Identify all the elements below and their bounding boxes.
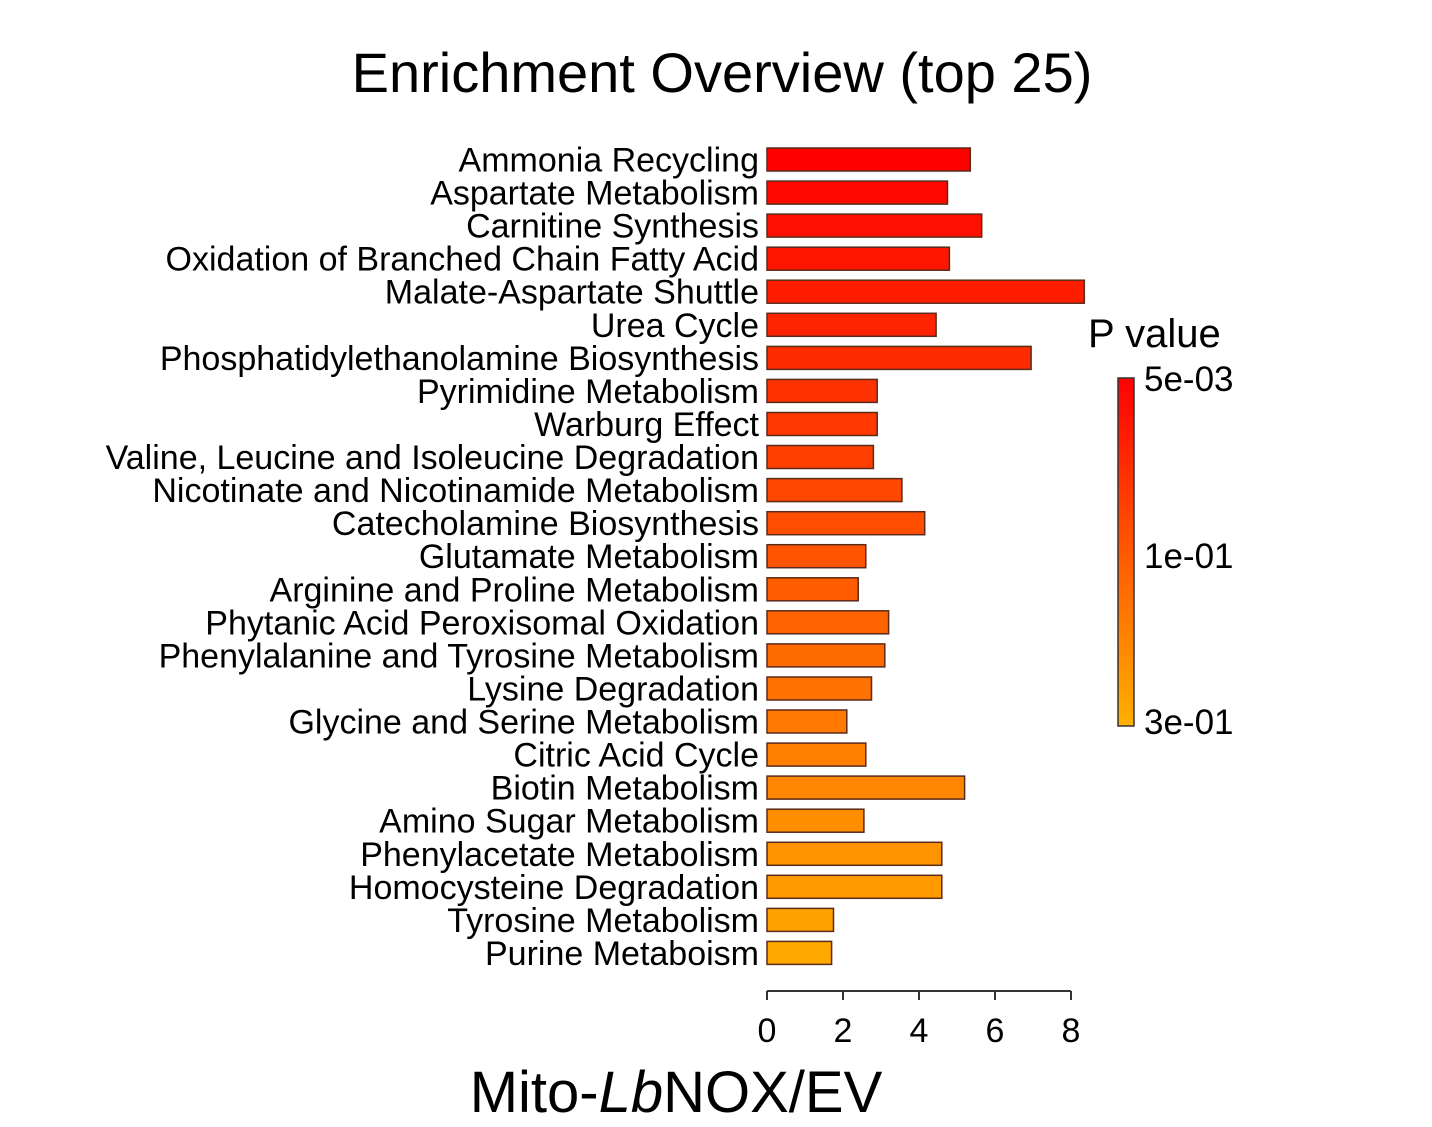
- category-label-8: Pyrimidine Metabolism: [417, 373, 759, 411]
- bar-13: [766, 543, 867, 569]
- bar-24: [766, 907, 835, 933]
- x-tick-label-1: 2: [834, 1012, 853, 1050]
- bar-3: [766, 213, 983, 238]
- category-label-4: Oxidation of Branched Chain Fatty Acid: [166, 241, 759, 279]
- bar-2: [766, 180, 949, 205]
- chart-title: Enrichment Overview (top 25): [352, 41, 1093, 104]
- p-value-legend: P value 5e-03 1e-01 3e-01: [1088, 312, 1234, 742]
- bar-18: [766, 709, 848, 734]
- category-label-9: Warburg Effect: [534, 406, 759, 444]
- bar-16: [766, 643, 886, 668]
- category-label-18: Glycine and Serine Metabolism: [288, 704, 759, 742]
- category-label-6: Urea Cycle: [591, 307, 759, 345]
- category-label-2: Aspartate Metabolism: [430, 175, 759, 213]
- bar-19: [766, 742, 867, 767]
- bar-10: [766, 444, 875, 470]
- bar-7: [766, 345, 1032, 371]
- bar-25: [766, 940, 833, 966]
- category-label-10: Valine, Leucine and Isoleucine Degradati…: [106, 439, 759, 477]
- category-label-3: Carnitine Synthesis: [466, 208, 759, 246]
- legend-tick-label-1: 1e-01: [1144, 537, 1234, 576]
- category-label-14: Arginine and Proline Metabolism: [270, 571, 759, 609]
- x-axis-label: Mito-LbNOX/EV: [470, 1060, 883, 1125]
- bar-15: [766, 610, 890, 635]
- bars-group: [766, 147, 1086, 966]
- x-axis-label-italic: Lb: [599, 1060, 664, 1125]
- x-tick-label-0: 0: [758, 1012, 777, 1050]
- category-label-25: Purine Metaboism: [485, 935, 759, 973]
- x-axis-label-prefix: Mito-: [470, 1060, 599, 1125]
- category-label-16: Phenylalanine and Tyrosine Metabolism: [159, 637, 759, 675]
- category-label-11: Nicotinate and Nicotinamide Metabolism: [152, 472, 759, 510]
- legend-tick-label-0: 5e-03: [1144, 360, 1234, 399]
- bar-12: [766, 510, 926, 536]
- x-axis: 0 2 4 6 8: [758, 990, 1081, 1050]
- category-label-23: Homocysteine Degradation: [349, 869, 759, 907]
- category-label-24: Tyrosine Metabolism: [447, 902, 759, 940]
- bar-6: [766, 312, 937, 338]
- bar-11: [766, 477, 903, 503]
- x-tick-label-4: 8: [1062, 1012, 1081, 1050]
- bar-20: [766, 775, 966, 800]
- category-label-22: Phenylacetate Metabolism: [360, 836, 759, 874]
- x-axis-label-suffix: NOX/EV: [663, 1060, 882, 1125]
- category-label-20: Biotin Metabolism: [491, 770, 759, 808]
- legend-title: P value: [1088, 312, 1221, 356]
- category-label-1: Ammonia Recycling: [459, 142, 759, 180]
- bar-21: [766, 808, 865, 833]
- category-label-17: Lysine Degradation: [467, 671, 759, 709]
- category-label-12: Catecholamine Biosynthesis: [332, 505, 759, 543]
- category-label-7: Phosphatidylethanolamine Biosynthesis: [160, 340, 759, 378]
- bar-5: [766, 279, 1086, 304]
- category-label-13: Glutamate Metabolism: [419, 538, 759, 576]
- category-label-15: Phytanic Acid Peroxisomal Oxidation: [205, 604, 759, 642]
- x-tick-label-3: 6: [986, 1012, 1005, 1050]
- bar-1: [766, 147, 972, 172]
- x-tick-label-2: 4: [910, 1012, 929, 1050]
- category-label-21: Amino Sugar Metabolism: [379, 803, 759, 841]
- bar-17: [766, 676, 873, 701]
- category-label-19: Citric Acid Cycle: [513, 737, 759, 775]
- legend-colorbar: [1117, 377, 1135, 727]
- category-label-5: Malate-Aspartate Shuttle: [385, 274, 759, 312]
- bar-14: [766, 577, 859, 602]
- legend-tick-label-2: 3e-01: [1144, 703, 1234, 742]
- bar-9: [766, 411, 878, 437]
- bar-4: [766, 246, 951, 271]
- legend-ticks: 5e-03 1e-01 3e-01: [1144, 360, 1234, 742]
- bar-8: [766, 378, 878, 404]
- bar-22: [766, 841, 943, 867]
- bar-23: [766, 874, 943, 900]
